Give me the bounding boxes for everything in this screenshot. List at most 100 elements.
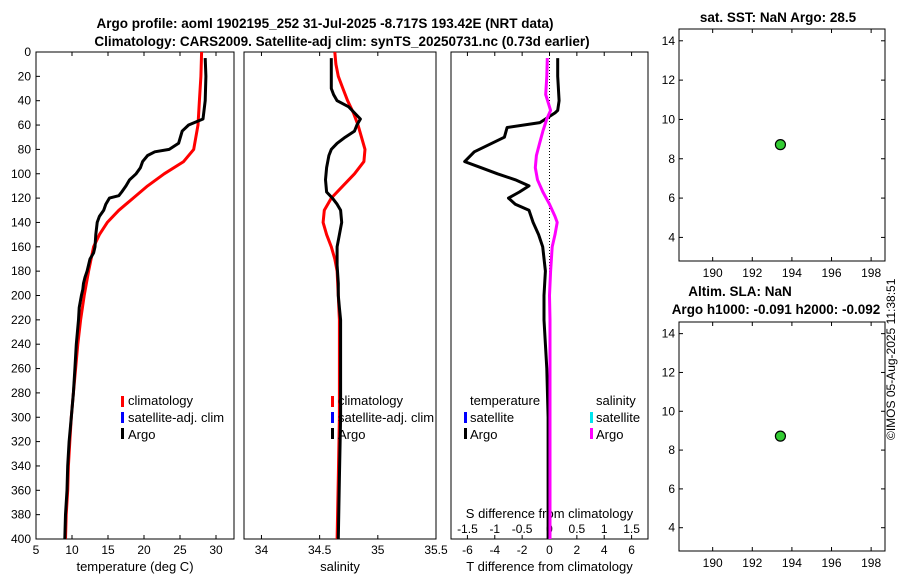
y-tick-label: 8 bbox=[668, 443, 675, 457]
legend-satellite: satellite-adj. clim bbox=[128, 410, 224, 425]
x-tick-label: 6 bbox=[628, 543, 635, 557]
legend-argo: Argo bbox=[338, 427, 365, 442]
x-axis-label: T difference from climatology bbox=[466, 559, 633, 574]
legend-swatch-argo bbox=[121, 428, 124, 439]
x-tick-label: -2 bbox=[517, 543, 528, 557]
imos-timestamp: ©IMOS 05-Aug-2025 11:38:51 bbox=[884, 278, 898, 440]
x-tick-label: 192 bbox=[742, 556, 762, 570]
series-climatology bbox=[64, 51, 204, 540]
y-tick-label: 20 bbox=[18, 69, 32, 83]
y-tick-label: 400 bbox=[11, 532, 31, 546]
sla-map-plot: 190 192 194 196 198 4 6 8 10 12 14 bbox=[662, 321, 886, 570]
axes-box bbox=[678, 28, 886, 262]
temperature-plot: 5 10 15 20 25 3002040608010012014016018020022… bbox=[11, 45, 235, 574]
y-tick-label: 100 bbox=[11, 167, 31, 181]
legend-swatch-s-argo bbox=[590, 428, 593, 439]
y-tick-label: 340 bbox=[11, 459, 31, 473]
y-tick-label: 14 bbox=[662, 34, 676, 48]
legend-swatch-t-argo bbox=[464, 428, 467, 439]
y-tick-label: 160 bbox=[11, 240, 31, 254]
y-tick-label: 140 bbox=[11, 215, 31, 229]
x-tick-label: 25 bbox=[173, 543, 187, 557]
x-tick-label: 198 bbox=[861, 556, 881, 570]
legend-swatch-satellite bbox=[331, 412, 334, 423]
y-tick-label: 6 bbox=[668, 191, 675, 205]
x-tick-label-top: -1 bbox=[489, 522, 500, 536]
legend-swatch-t-satellite bbox=[464, 412, 467, 423]
x-tick-label: 198 bbox=[861, 266, 881, 280]
legend-t-satellite: satellite bbox=[470, 410, 514, 425]
x-tick-label-top: 1 bbox=[601, 522, 608, 536]
x-tick-label: 2 bbox=[574, 543, 581, 557]
y-tick-label: 4 bbox=[668, 230, 675, 244]
x-tick-label: 196 bbox=[822, 556, 842, 570]
legend-t-argo: Argo bbox=[470, 427, 497, 442]
y-tick-label: 320 bbox=[11, 435, 31, 449]
legend-climatology: climatology bbox=[128, 393, 194, 408]
legend-argo: Argo bbox=[128, 427, 155, 442]
x-tick-label: 35.5 bbox=[424, 543, 448, 557]
y-tick-label: 10 bbox=[662, 404, 676, 418]
y-tick-label: 4 bbox=[668, 521, 675, 535]
y-tick-label: 14 bbox=[662, 327, 676, 341]
y-tick-label: 10 bbox=[662, 112, 676, 126]
axes-box bbox=[35, 51, 235, 540]
x-tick-label: 190 bbox=[703, 556, 723, 570]
series-t-argo bbox=[463, 58, 561, 539]
y-tick-label: 120 bbox=[11, 191, 31, 205]
title-line-1: Argo profile: aoml 1902195_252 31-Jul-20… bbox=[97, 16, 554, 31]
y-tick-label: 380 bbox=[11, 508, 31, 522]
y-tick-label: 180 bbox=[11, 264, 31, 278]
x-tick-label: 34 bbox=[255, 543, 269, 557]
legend-climatology: climatology bbox=[338, 393, 404, 408]
profile-location-marker bbox=[774, 139, 787, 151]
difference-legend: temperature satellite Argo salinity sate… bbox=[464, 393, 640, 442]
y-tick-label: 60 bbox=[18, 118, 32, 132]
y-tick-label: 360 bbox=[11, 483, 31, 497]
y-tick-label: 12 bbox=[662, 73, 676, 87]
axes-box bbox=[678, 321, 886, 552]
x-tick-label: -4 bbox=[489, 543, 500, 557]
x-tick-label: 194 bbox=[782, 266, 802, 280]
temperature-legend: climatology satellite-adj. clim Argo bbox=[121, 393, 224, 442]
x-tick-label-top: 1.5 bbox=[623, 522, 640, 536]
series-argo bbox=[63, 58, 208, 540]
x-tick-label: 190 bbox=[703, 266, 723, 280]
sla-title-2: Argo h1000: -0.091 h2000: -0.092 bbox=[672, 302, 881, 317]
x-tick-label: 30 bbox=[209, 543, 223, 557]
x-tick-label: 34.5 bbox=[308, 543, 332, 557]
legend-temperature-heading: temperature bbox=[470, 393, 540, 408]
sst-title: sat. SST: NaN Argo: 28.5 bbox=[700, 10, 857, 25]
x-tick-label: 35 bbox=[371, 543, 385, 557]
y-tick-label: 80 bbox=[18, 142, 32, 156]
y-tick-label: 260 bbox=[11, 362, 31, 376]
x-tick-label: 5 bbox=[33, 543, 40, 557]
y-tick-label: 200 bbox=[11, 289, 31, 303]
x-tick-label: 194 bbox=[782, 556, 802, 570]
x-tick-label: 196 bbox=[822, 266, 842, 280]
legend-s-argo: Argo bbox=[596, 427, 623, 442]
salinity-plot: 34 34.5 35 35.5 salinity bbox=[243, 51, 448, 574]
legend-s-satellite: satellite bbox=[596, 410, 640, 425]
x-tick-label: 10 bbox=[65, 543, 79, 557]
x-tick-label: 0 bbox=[546, 543, 553, 557]
y-tick-label: 300 bbox=[11, 410, 31, 424]
series-argo bbox=[324, 58, 362, 540]
x-tick-label: 192 bbox=[742, 266, 762, 280]
x-tick-label: 4 bbox=[601, 543, 608, 557]
series-s-argo bbox=[533, 58, 559, 539]
x-tick-label: -6 bbox=[462, 543, 473, 557]
y-tick-label: 40 bbox=[18, 94, 32, 108]
legend-swatch-satellite bbox=[121, 412, 124, 423]
legend-swatch-climatology bbox=[331, 396, 334, 407]
x-tick-label-top: -0.5 bbox=[512, 522, 533, 536]
x-axis-label: temperature (deg C) bbox=[76, 559, 193, 574]
y-tick-label: 220 bbox=[11, 313, 31, 327]
axes-box bbox=[243, 51, 437, 540]
y-tick-label: 12 bbox=[662, 365, 676, 379]
x-axis-label: salinity bbox=[320, 559, 360, 574]
legend-salinity-heading: salinity bbox=[596, 393, 636, 408]
sla-title-1: Altim. SLA: NaN bbox=[688, 284, 792, 299]
y-tick-label: 280 bbox=[11, 386, 31, 400]
